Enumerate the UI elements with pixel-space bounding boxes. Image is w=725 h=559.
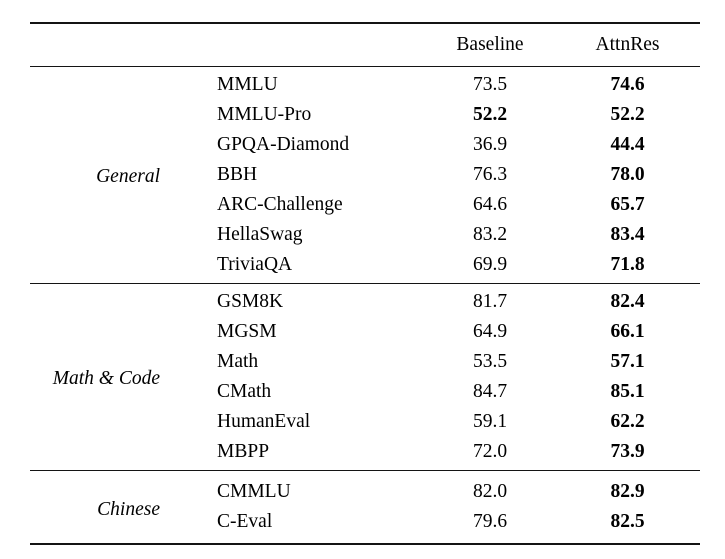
baseline-value: 53.5 <box>472 351 508 372</box>
baseline-value: 69.9 <box>472 254 508 275</box>
header-benchmark-spacer <box>215 23 425 67</box>
benchmark-name: TriviaQA <box>217 254 293 275</box>
benchmark-name: MMLU-Pro <box>217 104 312 125</box>
attnres-value: 82.4 <box>610 291 645 312</box>
benchmark-name: BBH <box>217 164 258 185</box>
table-row: MGSM 64.9 66.1 <box>30 317 700 347</box>
attnres-value: 65.7 <box>610 194 645 215</box>
benchmark-name: C-Eval <box>217 511 273 532</box>
baseline-value: 52.2 <box>472 104 508 125</box>
table-row: MBPP 72.0 73.9 <box>30 437 700 471</box>
benchmark-results-table-container: Baseline AttnRes General MMLU 73.5 74.6 MMLU… <box>30 22 700 545</box>
benchmark-name: MBPP <box>217 441 270 462</box>
baseline-value: 79.6 <box>472 511 508 532</box>
baseline-value: 76.3 <box>472 164 508 185</box>
attnres-value: 62.2 <box>610 411 645 432</box>
baseline-value: 81.7 <box>472 291 508 312</box>
header-row: Baseline AttnRes <box>30 23 700 67</box>
baseline-value: 82.0 <box>472 481 508 502</box>
table-row: MMLU-Pro 52.2 52.2 <box>30 100 700 130</box>
attnres-value: 44.4 <box>610 134 645 155</box>
attnres-value: 74.6 <box>610 74 645 95</box>
header-group-spacer <box>30 23 215 67</box>
table-row: Math & Code GSM8K 81.7 82.4 <box>30 284 700 389</box>
table-row: HellaSwag 83.2 83.4 <box>30 220 700 250</box>
table-row: General MMLU 73.5 74.6 <box>30 67 700 187</box>
attnres-value: 66.1 <box>610 321 645 342</box>
table-row: CMath 84.7 85.1 <box>30 377 700 407</box>
benchmark-name: GPQA-Diamond <box>217 134 350 155</box>
attnres-value: 57.1 <box>610 351 645 372</box>
attnres-value: 78.0 <box>610 164 645 185</box>
benchmark-table: Baseline AttnRes General MMLU 73.5 74.6 MMLU… <box>30 22 700 545</box>
baseline-value: 59.1 <box>472 411 508 432</box>
benchmark-name: GSM8K <box>217 291 284 312</box>
attnres-value: 73.9 <box>610 441 645 462</box>
table-row: BBH 76.3 78.0 <box>30 160 700 190</box>
baseline-value: 84.7 <box>472 381 508 402</box>
benchmark-name: HumanEval <box>217 411 311 432</box>
table-row: Chinese CMMLU 82.0 82.9 <box>30 471 700 520</box>
table-row: GPQA-Diamond 36.9 44.4 <box>30 130 700 160</box>
baseline-value: 73.5 <box>472 74 508 95</box>
group-label: Chinese <box>97 499 160 520</box>
baseline-value: 36.9 <box>472 134 508 155</box>
table-row: C-Eval 79.6 82.5 <box>30 507 700 544</box>
attnres-value: 71.8 <box>610 254 645 275</box>
table-row: HumanEval 59.1 62.2 <box>30 407 700 437</box>
section-chinese: Chinese CMMLU 82.0 82.9 C-Eval 79.6 82.5 <box>30 470 700 545</box>
attnres-value: 83.4 <box>610 224 645 245</box>
benchmark-name: MGSM <box>217 321 277 342</box>
table-row: Math 53.5 57.1 <box>30 347 700 377</box>
section-math-code: Math & Code GSM8K 81.7 82.4 MGSM 64.9 66.1 Math… <box>30 283 700 471</box>
table-header: Baseline AttnRes <box>30 23 700 67</box>
group-label: Math & Code <box>52 367 160 389</box>
benchmark-name: CMath <box>217 381 272 402</box>
table-row: ARC-Challenge 64.6 65.7 <box>30 190 700 220</box>
attnres-value: 85.1 <box>610 381 645 402</box>
baseline-value: 83.2 <box>472 224 508 245</box>
column-header-attnres: AttnRes <box>595 34 660 55</box>
baseline-value: 72.0 <box>472 441 508 462</box>
attnres-value: 52.2 <box>610 104 645 125</box>
section-general: General MMLU 73.5 74.6 MMLU-Pro 52.2 52.2 GPQA-… <box>30 66 700 284</box>
benchmark-name: MMLU <box>217 74 278 95</box>
benchmark-name: CMMLU <box>217 481 291 502</box>
column-header-baseline: Baseline <box>456 34 524 55</box>
table-row: TriviaQA 69.9 71.8 <box>30 250 700 284</box>
baseline-value: 64.6 <box>472 194 508 215</box>
baseline-value: 64.9 <box>472 321 508 342</box>
benchmark-name: Math <box>217 351 259 372</box>
benchmark-name: ARC-Challenge <box>217 194 343 215</box>
attnres-value: 82.5 <box>610 511 645 532</box>
benchmark-name: HellaSwag <box>217 224 303 245</box>
attnres-value: 82.9 <box>610 481 645 502</box>
group-label: General <box>96 165 160 187</box>
